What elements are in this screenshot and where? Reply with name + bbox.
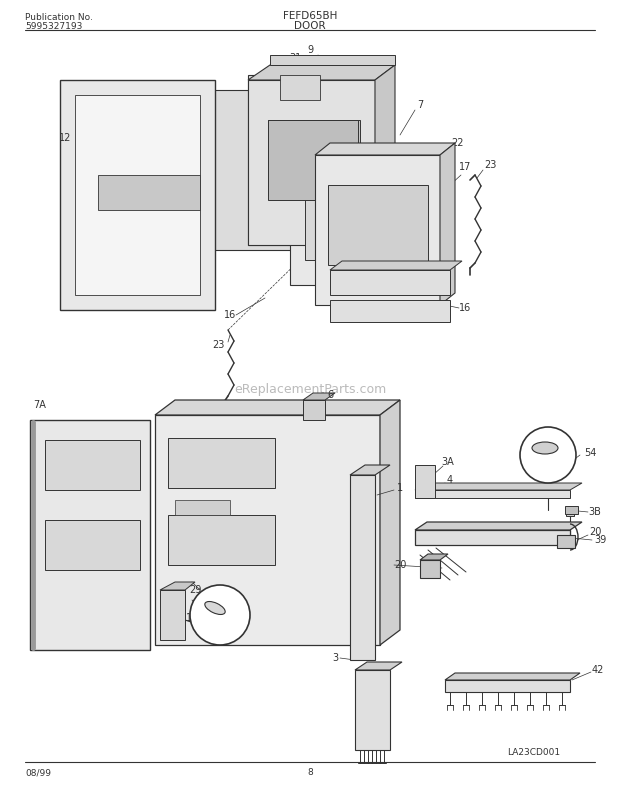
Polygon shape xyxy=(75,95,200,295)
Polygon shape xyxy=(415,530,570,545)
Circle shape xyxy=(190,585,250,645)
Polygon shape xyxy=(305,185,415,260)
Text: 54: 54 xyxy=(584,448,596,458)
Text: 5995327193: 5995327193 xyxy=(25,22,82,31)
Polygon shape xyxy=(350,475,375,660)
Polygon shape xyxy=(440,143,455,305)
Polygon shape xyxy=(268,120,360,195)
Polygon shape xyxy=(415,483,582,490)
Polygon shape xyxy=(557,535,575,548)
Polygon shape xyxy=(98,175,200,210)
Text: Publication No.: Publication No. xyxy=(25,13,93,22)
Polygon shape xyxy=(45,440,140,490)
Text: 16: 16 xyxy=(224,310,236,320)
Polygon shape xyxy=(155,415,380,645)
Text: 31: 31 xyxy=(289,53,301,63)
Text: 3A: 3A xyxy=(441,457,454,467)
Text: 7: 7 xyxy=(417,100,423,110)
Polygon shape xyxy=(328,185,428,265)
Text: 18: 18 xyxy=(139,190,151,200)
Polygon shape xyxy=(268,120,358,200)
Polygon shape xyxy=(200,90,340,250)
Polygon shape xyxy=(355,670,390,750)
Text: 17: 17 xyxy=(459,162,471,172)
Polygon shape xyxy=(415,490,570,498)
Text: 7A: 7A xyxy=(33,400,46,410)
Polygon shape xyxy=(330,261,462,270)
Text: 20: 20 xyxy=(589,527,601,537)
Polygon shape xyxy=(303,393,335,400)
Polygon shape xyxy=(60,80,215,310)
Text: 29: 29 xyxy=(189,607,201,617)
Circle shape xyxy=(520,427,576,483)
Ellipse shape xyxy=(532,442,558,454)
Polygon shape xyxy=(248,65,395,80)
Polygon shape xyxy=(175,500,230,515)
Text: LA23CD001: LA23CD001 xyxy=(507,748,560,757)
Polygon shape xyxy=(445,673,580,680)
Text: 08/99: 08/99 xyxy=(25,768,51,777)
Text: 10: 10 xyxy=(186,613,198,623)
Text: 23: 23 xyxy=(484,160,496,170)
Polygon shape xyxy=(330,300,450,322)
Polygon shape xyxy=(30,420,150,650)
Text: 3: 3 xyxy=(332,653,338,663)
Polygon shape xyxy=(290,145,430,285)
Text: 29: 29 xyxy=(189,585,201,595)
Polygon shape xyxy=(160,582,195,590)
Polygon shape xyxy=(270,55,395,65)
Text: 39: 39 xyxy=(594,535,606,545)
Polygon shape xyxy=(565,506,578,514)
Polygon shape xyxy=(355,662,402,670)
Text: 6: 6 xyxy=(327,390,333,400)
Polygon shape xyxy=(168,438,275,488)
Polygon shape xyxy=(315,143,455,155)
Text: 1: 1 xyxy=(397,483,403,493)
Polygon shape xyxy=(303,400,325,420)
Polygon shape xyxy=(248,80,375,245)
Polygon shape xyxy=(160,590,185,640)
Text: 16: 16 xyxy=(459,303,471,313)
Text: FEFD65BH: FEFD65BH xyxy=(283,11,337,21)
Text: 4: 4 xyxy=(447,475,453,485)
Ellipse shape xyxy=(205,602,225,615)
Text: eReplacementParts.com: eReplacementParts.com xyxy=(234,384,386,396)
Polygon shape xyxy=(45,520,140,570)
Polygon shape xyxy=(315,155,440,305)
Polygon shape xyxy=(445,680,570,692)
Text: 3B: 3B xyxy=(588,507,601,517)
Text: 12: 12 xyxy=(59,133,71,143)
Text: 20: 20 xyxy=(394,560,406,570)
Polygon shape xyxy=(350,465,390,475)
Text: 9: 9 xyxy=(307,45,313,55)
Polygon shape xyxy=(375,65,395,245)
Polygon shape xyxy=(420,560,440,578)
Polygon shape xyxy=(415,522,582,530)
Polygon shape xyxy=(155,400,400,415)
Polygon shape xyxy=(248,75,378,245)
Polygon shape xyxy=(420,554,448,560)
Polygon shape xyxy=(380,400,400,645)
Text: 8: 8 xyxy=(307,768,313,777)
Text: 22: 22 xyxy=(452,138,464,148)
Text: DOOR: DOOR xyxy=(294,21,326,31)
Text: 23: 23 xyxy=(212,340,224,350)
Polygon shape xyxy=(415,465,435,498)
Polygon shape xyxy=(566,510,574,516)
Polygon shape xyxy=(168,515,275,565)
Polygon shape xyxy=(330,270,450,295)
Polygon shape xyxy=(280,75,320,100)
Text: 42: 42 xyxy=(592,665,604,675)
